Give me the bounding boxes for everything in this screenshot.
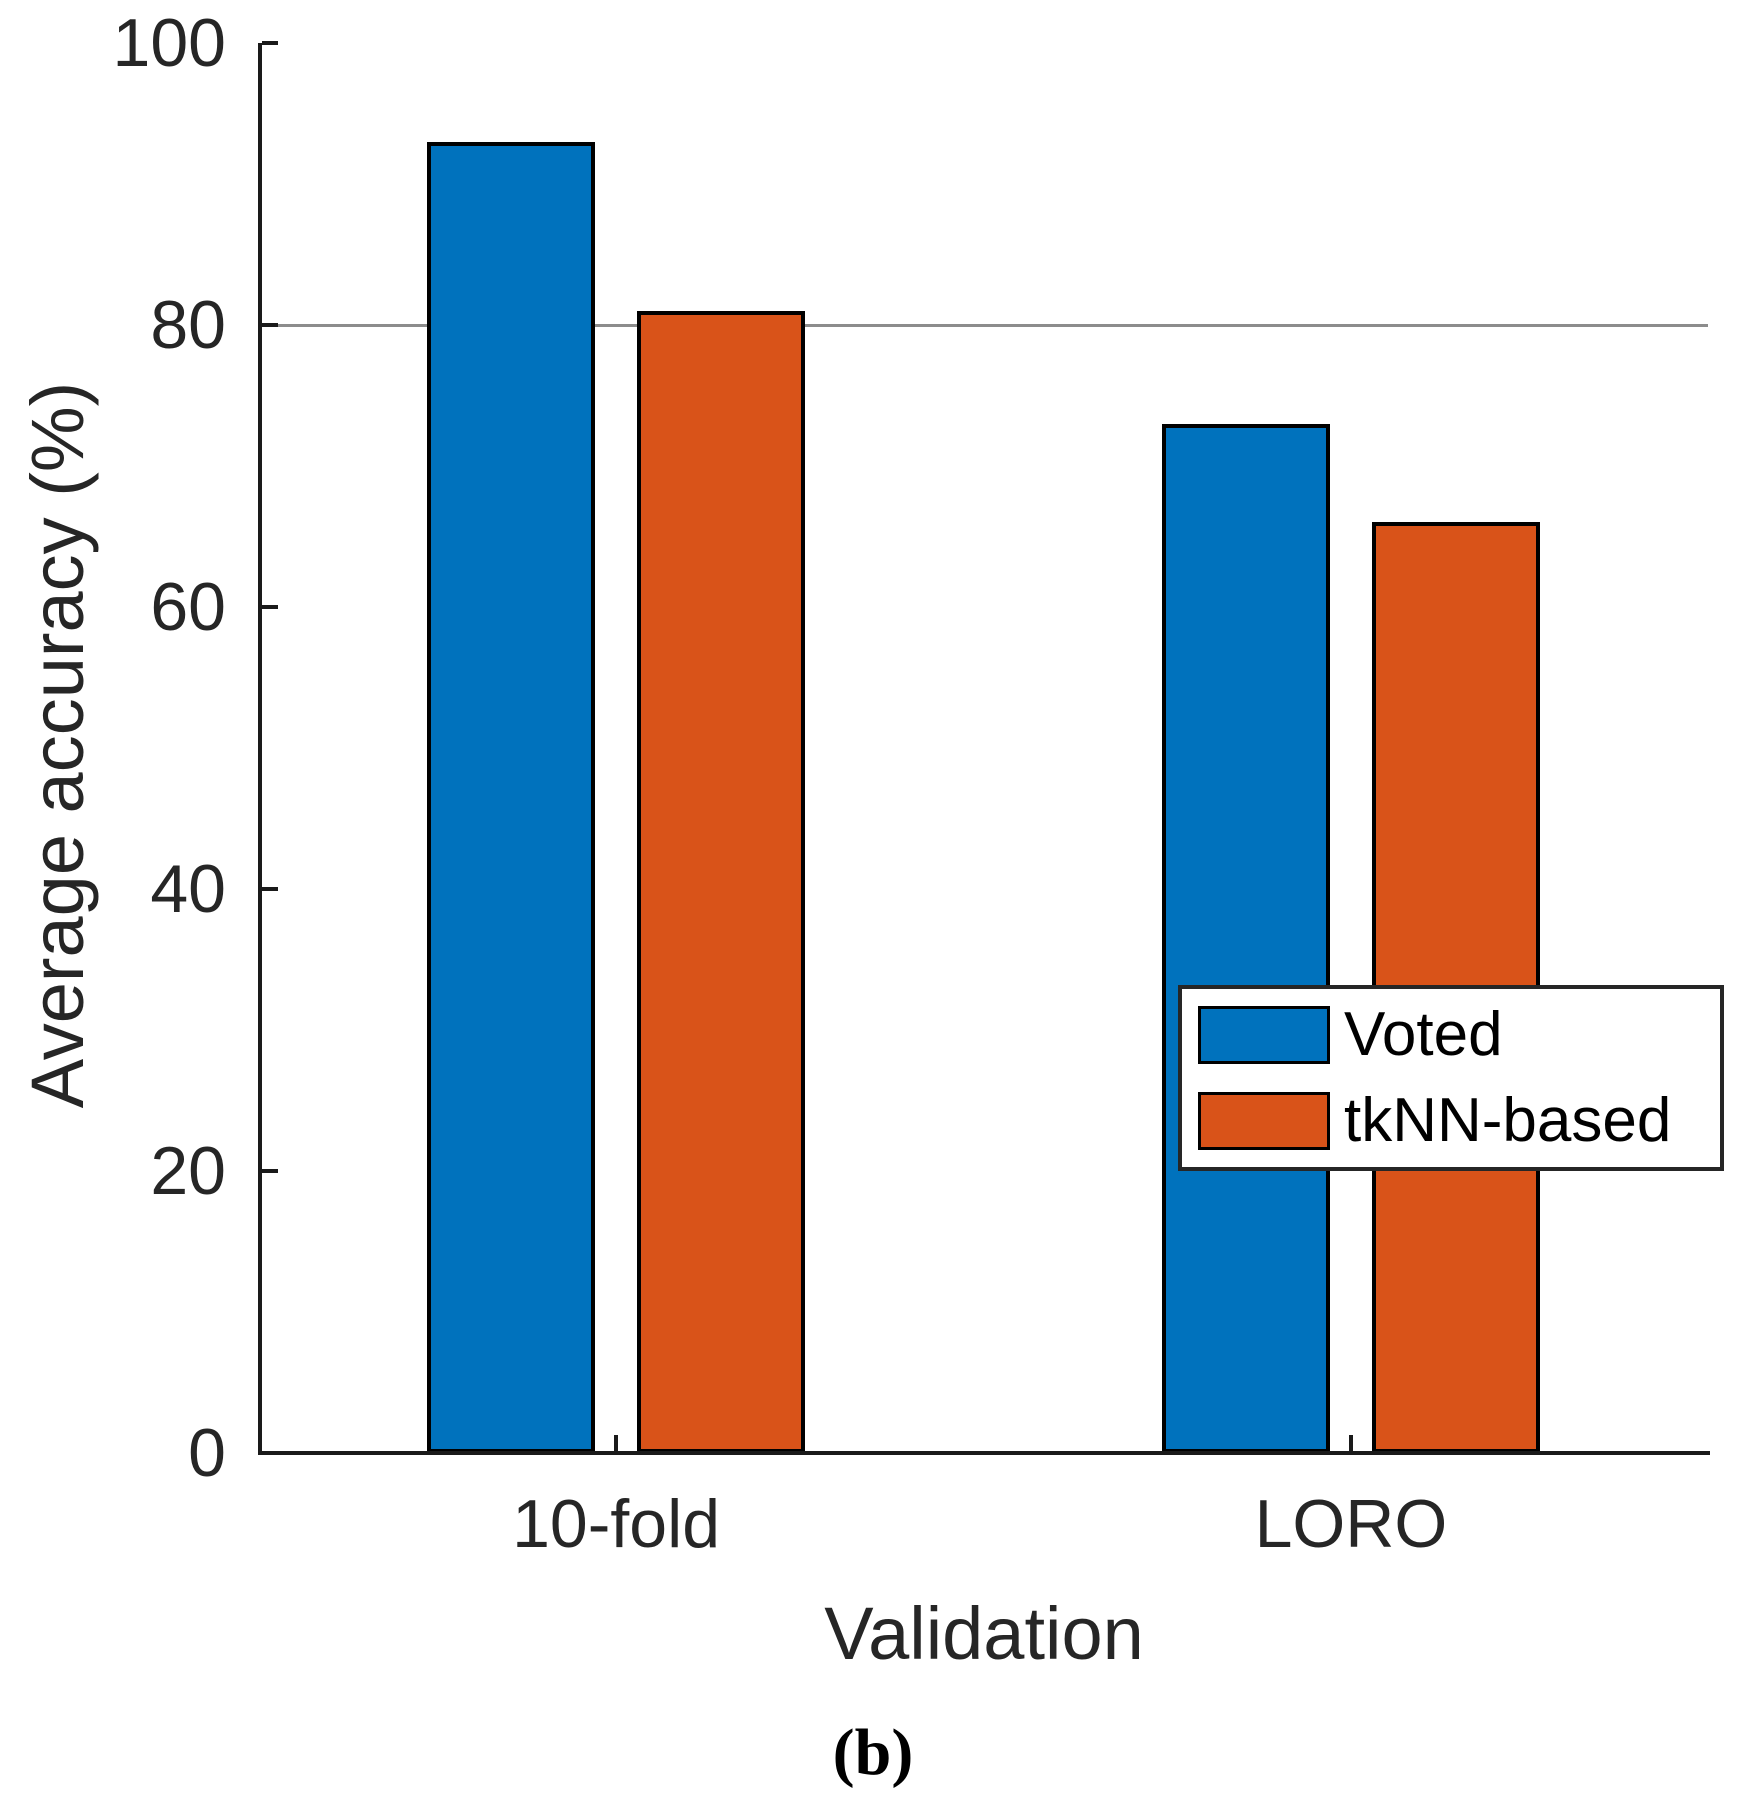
y-tick-label-100: 100	[112, 5, 226, 81]
x-tick-10-fold	[614, 1435, 619, 1451]
y-tick-80	[262, 323, 278, 327]
bar-10-fold-voted	[427, 141, 596, 1453]
y-tick-100	[262, 41, 278, 45]
legend-label-tknn-based: tkNN-based	[1344, 1086, 1672, 1155]
y-tick-label-40: 40	[150, 851, 226, 927]
bar-loro-voted	[1161, 423, 1330, 1453]
legend-label-voted: Voted	[1344, 1000, 1503, 1069]
x-axis-line	[258, 1451, 1710, 1455]
reference-line-80	[260, 324, 1708, 327]
x-tick-loro	[1348, 1435, 1353, 1451]
y-tick-0	[262, 1451, 278, 1455]
y-tick-60	[262, 605, 278, 609]
legend-swatch-tknn-based	[1198, 1092, 1330, 1150]
bar-10-fold-tknn-based	[637, 310, 806, 1453]
y-tick-20	[262, 1169, 278, 1173]
x-axis-label: Validation	[824, 1592, 1144, 1675]
y-tick-label-20: 20	[150, 1133, 226, 1209]
legend-row-voted: Voted	[1198, 1004, 1720, 1066]
x-tick-label-10-fold: 10-fold	[512, 1486, 721, 1562]
legend: Voted tkNN-based	[1178, 985, 1724, 1171]
figure-caption: (b)	[832, 1716, 914, 1789]
y-tick-label-60: 60	[150, 569, 226, 645]
legend-swatch-voted	[1198, 1006, 1330, 1064]
x-tick-label-loro: LORO	[1254, 1486, 1448, 1562]
y-tick-40	[262, 887, 278, 891]
y-tick-label-80: 80	[150, 287, 226, 363]
y-axis-label: Average accuracy (%)	[16, 381, 99, 1109]
legend-row-tknn-based: tkNN-based	[1198, 1090, 1720, 1152]
y-axis-line	[258, 43, 262, 1455]
plot-area: Voted tkNN-based	[258, 41, 1724, 1455]
y-tick-label-0: 0	[188, 1415, 226, 1491]
